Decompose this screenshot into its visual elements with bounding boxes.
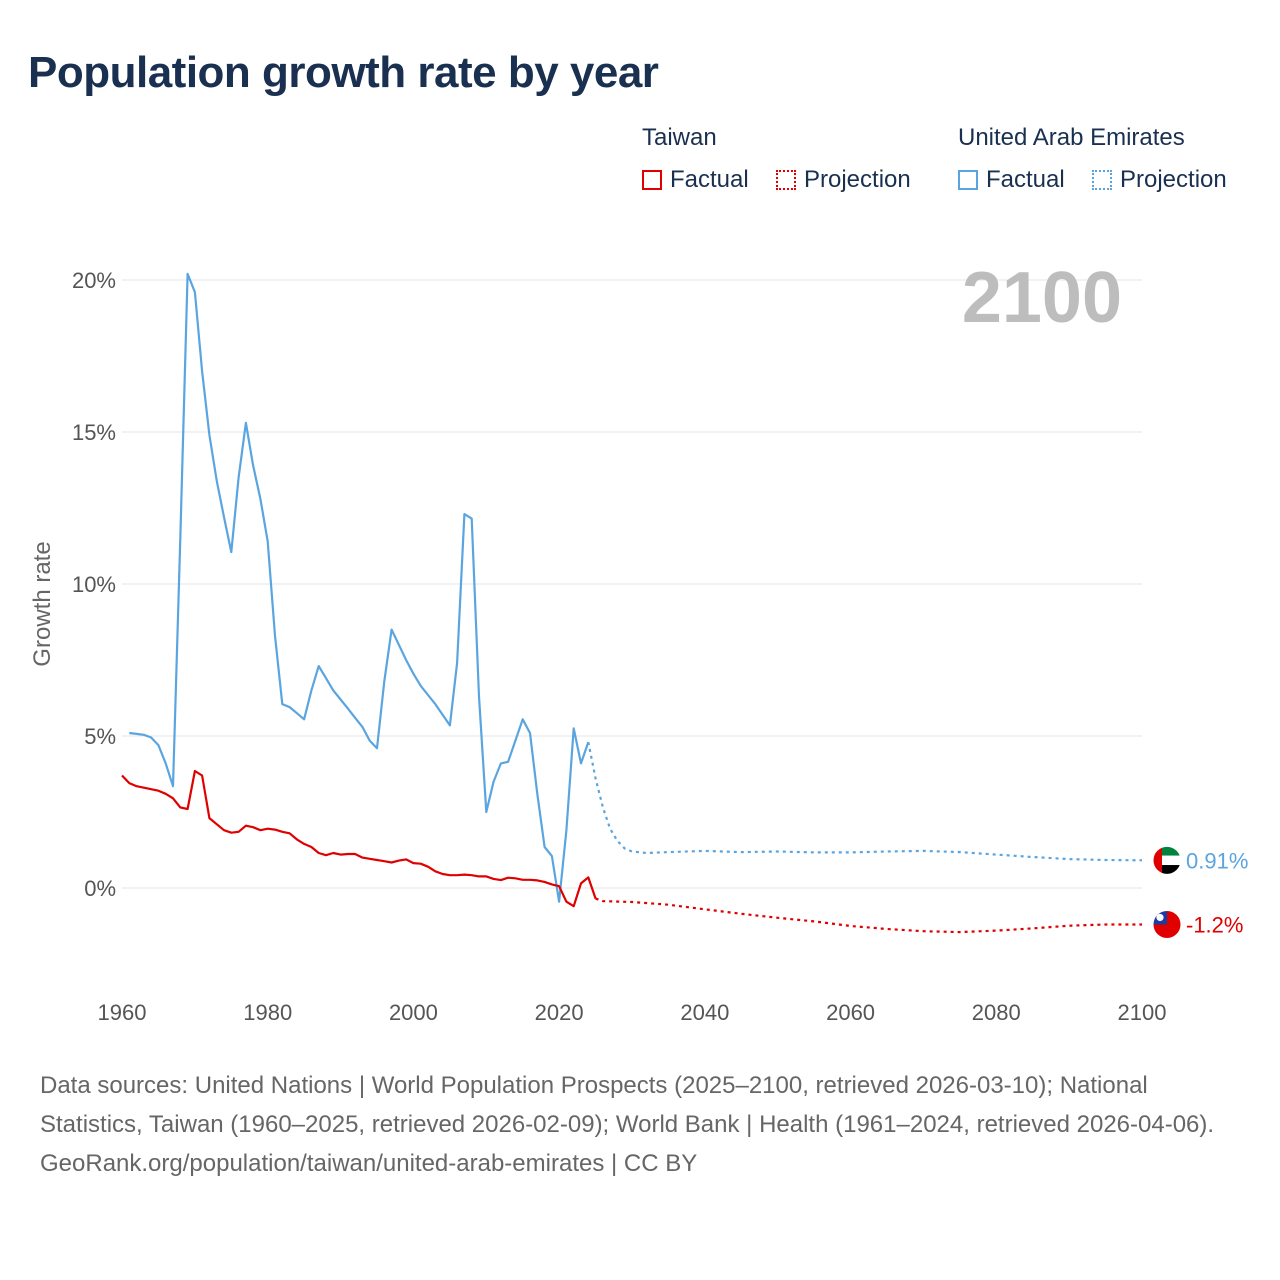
uae-flag-icon bbox=[1153, 846, 1181, 875]
legend-dotted-swatch-icon bbox=[776, 170, 796, 190]
x-tick-label: 2020 bbox=[535, 1000, 584, 1025]
legend-dotted-swatch-icon bbox=[1092, 170, 1112, 190]
legend-uae-projection[interactable]: Projection bbox=[1092, 166, 1227, 194]
taiwan-flag-icon bbox=[1153, 910, 1181, 939]
x-tick-label: 2100 bbox=[1118, 1000, 1167, 1025]
y-axis-label: Growth rate bbox=[29, 541, 56, 666]
growth-rate-chart: 0% 5% 10% 15% 20% 1960 1980 2000 2020 2040 2060 20… bbox=[29, 258, 1248, 1025]
legend-taiwan-projection-label: Projection bbox=[804, 166, 911, 193]
united-arab-emirates-factual-line bbox=[129, 272, 590, 903]
current-year-label: 2100 bbox=[962, 258, 1122, 338]
flag-ring bbox=[1152, 909, 1182, 939]
taiwan-end-value-label: -1.2% bbox=[1186, 912, 1243, 937]
chart-title: Population growth rate by year bbox=[28, 48, 659, 97]
y-tick-label: 15% bbox=[72, 420, 116, 445]
uae-end-value-label: 0.91% bbox=[1186, 848, 1248, 873]
legend-solid-swatch-icon bbox=[958, 170, 978, 190]
legend-uae-factual-label: Factual bbox=[986, 166, 1065, 193]
taiwan-factual-line bbox=[121, 769, 597, 908]
x-tick-label: 1960 bbox=[98, 1000, 147, 1025]
x-tick-label: 2040 bbox=[680, 1000, 729, 1025]
legend-taiwan-name: Taiwan bbox=[642, 124, 717, 151]
legend-uae-factual[interactable]: Factual bbox=[958, 166, 1065, 194]
legend-taiwan-factual[interactable]: Factual bbox=[642, 166, 749, 194]
y-tick-label: 5% bbox=[84, 724, 116, 749]
united-arab-emirates-projection-line bbox=[587, 741, 1143, 862]
x-tick-label: 1980 bbox=[243, 1000, 292, 1025]
legend-solid-swatch-icon bbox=[642, 170, 662, 190]
footer: Data sources: United Nations | World Pop… bbox=[40, 1066, 1250, 1183]
data-sources: Data sources: United Nations | World Pop… bbox=[40, 1072, 1215, 1138]
legend-taiwan-projection[interactable]: Projection bbox=[776, 166, 911, 194]
legend-uae-projection-label: Projection bbox=[1120, 166, 1227, 193]
y-tick-label: 0% bbox=[84, 876, 116, 901]
flag-ring bbox=[1152, 845, 1182, 875]
y-tick-label: 10% bbox=[72, 572, 116, 597]
credit-link[interactable]: GeoRank.org/population/taiwan/united-ara… bbox=[40, 1150, 698, 1177]
x-tick-label: 2080 bbox=[972, 1000, 1021, 1025]
x-tick-label: 2000 bbox=[389, 1000, 438, 1025]
y-tick-label: 20% bbox=[72, 268, 116, 293]
taiwan-projection-line bbox=[595, 897, 1142, 934]
legend-taiwan-factual-label: Factual bbox=[670, 166, 749, 193]
x-tick-label: 2060 bbox=[826, 1000, 875, 1025]
legend-uae-name: United Arab Emirates bbox=[958, 124, 1185, 151]
